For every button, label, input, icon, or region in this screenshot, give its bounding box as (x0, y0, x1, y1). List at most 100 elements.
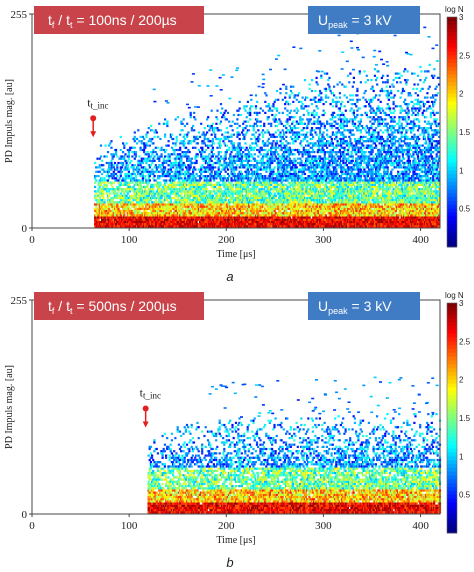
heatmap-cell (294, 166, 297, 169)
heatmap-cell (288, 175, 291, 178)
heatmap-cell (260, 157, 263, 160)
heatmap-cell (207, 212, 210, 215)
heatmap-cell (245, 199, 248, 202)
heatmap-cell (253, 146, 256, 149)
heatmap-cell (278, 196, 281, 200)
heatmap-cell (309, 185, 312, 189)
heatmap-cell (238, 196, 241, 200)
heatmap-cell (273, 107, 276, 110)
heatmap-cell (216, 220, 219, 224)
heatmap-cell (122, 151, 125, 154)
heatmap-cell (209, 223, 212, 226)
heatmap-cell (158, 164, 161, 167)
heatmap-cell (102, 164, 105, 167)
heatmap-cell (204, 201, 207, 204)
heatmap-cell (144, 218, 147, 221)
heatmap-cell (179, 214, 182, 217)
heatmap-cell (258, 223, 261, 226)
heatmap-cell (115, 212, 118, 215)
heatmap-cell (140, 166, 143, 169)
heatmap-cell (242, 188, 245, 191)
heatmap-cell (154, 164, 157, 167)
heatmap-cell (103, 203, 106, 206)
heatmap-cell (236, 122, 239, 125)
heatmap-cell (308, 190, 311, 193)
heatmap-cell (179, 194, 182, 197)
heatmap-cell (259, 120, 262, 123)
heatmap-cell (230, 172, 233, 176)
heatmap-cell (157, 214, 160, 217)
heatmap-cell (274, 216, 277, 219)
heatmap-cell (136, 212, 139, 215)
heatmap-cell (211, 194, 214, 197)
heatmap-cell (186, 133, 189, 136)
heatmap-cell (219, 103, 223, 106)
heatmap-cell (145, 223, 148, 226)
heatmap-cell (268, 192, 272, 195)
heatmap-cell (105, 216, 108, 219)
heatmap-cell (120, 218, 124, 221)
heatmap-cell (230, 199, 233, 202)
heatmap-cell (243, 199, 246, 202)
heatmap-cell (148, 159, 151, 162)
heatmap-cell (147, 220, 150, 224)
heatmap-cell (145, 199, 148, 202)
heatmap-cell (285, 157, 288, 160)
heatmap-cell (129, 223, 132, 226)
heatmap-cell (232, 113, 235, 117)
heatmap-cell (282, 212, 286, 215)
heatmap-cell (127, 188, 130, 191)
heatmap-cell (207, 196, 210, 200)
heatmap-cell (98, 185, 101, 189)
heatmap-cell (301, 188, 304, 191)
heatmap-cell (146, 199, 149, 202)
heatmap-cell (154, 205, 157, 208)
heatmap-cell (217, 172, 220, 176)
heatmap-cell (137, 194, 140, 197)
heatmap-cell (210, 144, 213, 147)
heatmap-cell (294, 183, 297, 186)
heatmap-cell (309, 199, 312, 202)
heatmap-cell (217, 201, 220, 204)
heatmap-cell (268, 212, 272, 215)
heatmap-cell (274, 120, 277, 123)
heatmap-cell (229, 185, 232, 189)
heatmap-cell (235, 183, 238, 186)
heatmap-cell (175, 223, 178, 226)
heatmap-cell (309, 146, 312, 149)
heatmap-cell (226, 218, 230, 221)
heatmap-cell (203, 177, 206, 180)
heatmap-cells (94, 26, 441, 228)
heatmap-cell (194, 209, 197, 213)
heatmap-cell (244, 196, 247, 200)
heatmap-cell (132, 218, 135, 221)
heatmap-cell (291, 223, 294, 226)
heatmap-cell (271, 196, 274, 200)
heatmap-cell (101, 192, 104, 195)
heatmap-cell (171, 133, 174, 136)
heatmap-cell (173, 196, 176, 200)
heatmap-cell (154, 146, 157, 149)
heatmap-cell (254, 142, 258, 145)
heatmap-cell (144, 196, 147, 200)
heatmap-cell (212, 199, 216, 202)
heatmap-cell (242, 199, 245, 202)
heatmap-cell (152, 220, 155, 224)
heatmap-cell (109, 220, 112, 224)
heatmap-cell (175, 137, 178, 141)
heatmap-cell (232, 133, 235, 136)
heatmap-cell (151, 196, 154, 200)
heatmap-cell (123, 179, 126, 182)
heatmap-cell (223, 183, 226, 186)
heatmap-cell (218, 146, 221, 149)
heatmap-cell (305, 157, 308, 160)
heatmap-cell (244, 142, 247, 145)
heatmap-cell (94, 175, 97, 178)
heatmap-cell (233, 122, 237, 125)
heatmap-cell (136, 225, 139, 228)
heatmap-cell (178, 209, 181, 213)
heatmap-cell (244, 220, 247, 224)
heatmap-cell (221, 168, 224, 171)
heatmap-cell (244, 120, 247, 123)
heatmap-cell (275, 161, 279, 165)
